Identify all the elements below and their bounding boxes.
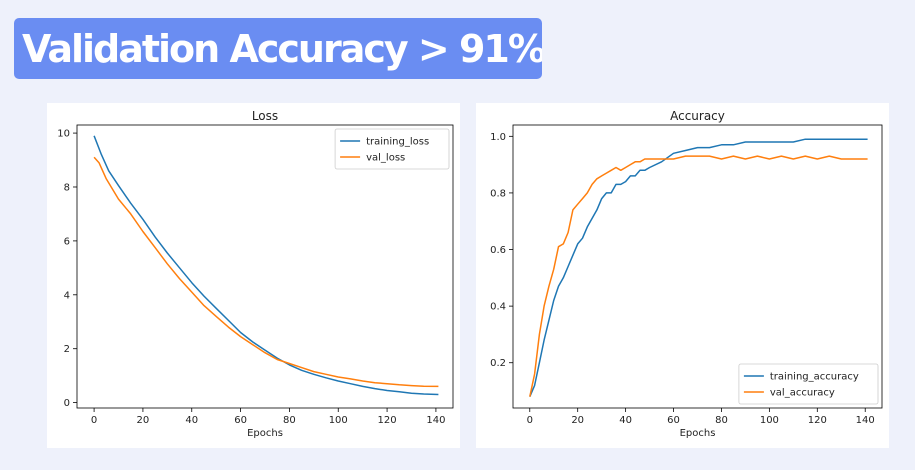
- loss-legend-label-training-loss: training_loss: [366, 137, 429, 148]
- loss-plot-frame: [76, 124, 454, 409]
- loss-x-tick-label: 20: [137, 415, 150, 426]
- loss-y-tick-label: 10: [57, 129, 70, 140]
- loss-y-tick-label: 0: [64, 398, 70, 409]
- accuracy-y-tick-label: 0.4: [490, 302, 506, 313]
- loss-series-training-loss: [93, 135, 439, 396]
- loss-x-tick-label: 100: [329, 415, 348, 426]
- loss-x-tick-label: 0: [91, 415, 97, 426]
- loss-y-tick-label: 2: [64, 344, 70, 355]
- loss-y-tick-label: 4: [64, 290, 70, 301]
- loss-chart: Loss 0 20 40 60 80 100 120 140 0 2 4 6 8 10 Epochs train…: [57, 109, 454, 439]
- loss-x-axis-label: Epochs: [247, 428, 283, 439]
- accuracy-x-tick-label: 60: [667, 415, 680, 426]
- accuracy-y-tick-label: 1.0: [490, 132, 506, 143]
- loss-x-tick-label: 80: [283, 415, 296, 426]
- accuracy-chart-title: Accuracy: [670, 109, 725, 123]
- accuracy-legend-box: [738, 363, 879, 405]
- headline-banner: Validation Accuracy > 91%: [14, 18, 542, 79]
- loss-legend-label-val-loss: val_loss: [366, 153, 405, 164]
- accuracy-legend-label-training-accuracy: training_accuracy: [770, 372, 859, 383]
- accuracy-series-val-accuracy: [529, 155, 868, 397]
- accuracy-legend-label-val-accuracy: val_accuracy: [770, 388, 835, 399]
- accuracy-y-tick-label: 0.6: [490, 245, 506, 256]
- loss-x-tick-label: 60: [234, 415, 247, 426]
- accuracy-x-tick-label: 100: [760, 415, 779, 426]
- accuracy-x-axis-label: Epochs: [680, 428, 716, 439]
- accuracy-y-tick-label: 0.8: [490, 188, 506, 199]
- accuracy-chart-panel: Accuracy 0 20 40 60 80 100 120 140 0.2 0.4 0.6 0.8 1.…: [476, 103, 889, 448]
- loss-chart-title: Loss: [252, 109, 278, 123]
- loss-x-tick-label: 40: [185, 415, 198, 426]
- accuracy-legend: training_accuracy val_accuracy: [738, 363, 879, 405]
- loss-x-tick-label: 140: [426, 415, 445, 426]
- accuracy-x-tick-label: 80: [715, 415, 728, 426]
- loss-y-tick-label: 6: [64, 236, 70, 247]
- accuracy-series-training-accuracy: [529, 138, 868, 397]
- loss-series-val-loss: [93, 156, 439, 388]
- accuracy-y-tick-label: 0.2: [490, 358, 506, 369]
- accuracy-plot-frame: [512, 124, 883, 409]
- loss-legend-box: [334, 128, 450, 170]
- accuracy-x-tick-label: 140: [856, 415, 875, 426]
- headline-text: Validation Accuracy > 91%: [22, 26, 542, 71]
- loss-x-tick-label: 120: [378, 415, 397, 426]
- loss-legend: training_loss val_loss: [334, 128, 450, 170]
- loss-y-tick-label: 8: [64, 182, 70, 193]
- accuracy-x-tick-label: 120: [808, 415, 827, 426]
- accuracy-x-tick-label: 0: [527, 415, 533, 426]
- accuracy-x-tick-label: 20: [571, 415, 584, 426]
- loss-chart-panel: Loss 0 20 40 60 80 100 120 140 0 2 4 6 8 10 Epochs train…: [47, 103, 460, 448]
- accuracy-chart: Accuracy 0 20 40 60 80 100 120 140 0.2 0.4 0.6 0.8 1.…: [490, 109, 883, 439]
- accuracy-x-tick-label: 40: [619, 415, 632, 426]
